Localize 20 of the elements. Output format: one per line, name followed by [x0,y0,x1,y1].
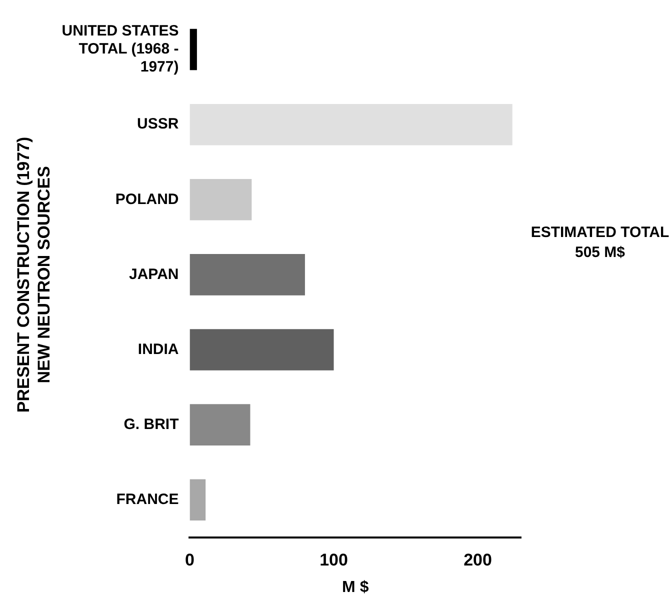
y-tick-label: POLAND [115,190,179,208]
x-tick-label: 100 [320,550,348,570]
x-axis-title: M $ [342,578,369,596]
y-tick-label: INDIA [138,340,179,358]
x-tick-label: 200 [464,550,492,570]
bar [190,404,250,446]
bar [190,479,206,521]
y-tick-label: USSR [137,116,179,133]
y-tick-label: FRANCE [116,491,179,508]
bar [190,104,512,146]
bar [190,329,334,370]
y-tick-label: G. BRIT [124,416,179,433]
bar [190,179,252,220]
y-axis-title: PRESENT CONSTRUCTION (1977) NEW NEUTRON SOURCES [14,136,54,413]
bar [190,254,305,296]
x-tick-label: 0 [185,550,194,570]
bar [190,28,197,70]
y-tick-label: UNITED STATES TOTAL (1968 - 1977) [62,22,179,76]
y-tick-label: JAPAN [129,266,179,283]
text: ESTIMATED TOTAL 505 M$ [530,224,670,262]
